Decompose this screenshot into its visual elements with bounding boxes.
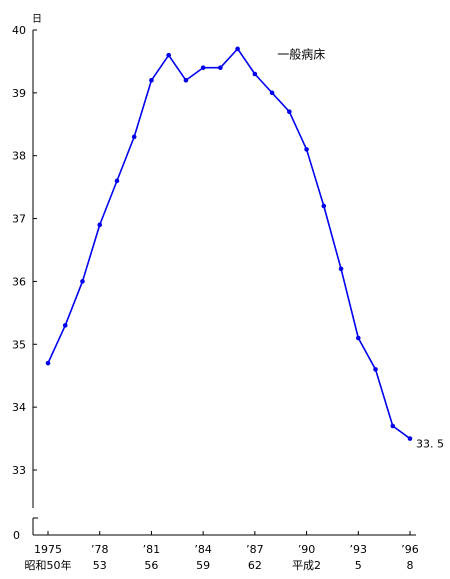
x-tick-label: 1975	[34, 543, 62, 556]
y-tick-label: 39	[12, 87, 26, 100]
y-tick-label: 36	[12, 275, 26, 288]
series-label: 一般病床	[277, 46, 325, 61]
x-tick-label: ’96	[401, 543, 419, 556]
x-tick-label: ’93	[350, 543, 368, 556]
y-tick-label: 33	[12, 464, 26, 477]
data-point	[407, 436, 413, 441]
x-tick-sublabel: 昭和50年	[25, 558, 72, 572]
data-point	[218, 65, 223, 71]
y-tick-label: 37	[12, 213, 26, 226]
data-point	[355, 335, 361, 341]
x-tick-sublabel: 5	[355, 559, 362, 572]
data-point	[97, 222, 103, 228]
data-point	[183, 77, 189, 83]
x-axis-ticks: 1975 昭和50年 ’78 53 ’81 56 ’84 59 ’87 62 ’90 平成2 ’93 5 ’…	[25, 531, 419, 572]
data-point	[269, 90, 275, 96]
y-tick-label: 38	[12, 150, 26, 163]
y-axis-zero-label: 0	[13, 529, 20, 542]
x-tick-sublabel: 59	[196, 559, 210, 572]
y-tick-label: 40	[12, 24, 26, 37]
x-tick-sublabel: 53	[93, 559, 107, 572]
data-point	[131, 134, 137, 140]
data-point	[338, 266, 344, 272]
data-point	[390, 423, 396, 429]
data-point	[45, 360, 51, 366]
data-point	[252, 71, 258, 77]
data-point	[80, 279, 85, 284]
y-tick-label: 35	[12, 338, 26, 351]
data-point	[287, 109, 292, 115]
data-point	[321, 203, 327, 209]
x-tick-label: ’81	[143, 543, 161, 556]
end-value-label: 33. 5	[416, 438, 444, 451]
y-axis-unit: 日	[32, 14, 42, 25]
data-point	[166, 52, 171, 58]
x-tick-sublabel: 56	[144, 559, 158, 572]
chart-axes	[32, 30, 416, 536]
series-layer	[45, 46, 413, 441]
data-point	[62, 323, 68, 328]
data-point	[149, 77, 154, 83]
x-tick-label: ’90	[298, 543, 316, 556]
data-point	[200, 65, 206, 71]
x-tick-label: ’78	[91, 543, 109, 556]
x-tick-sublabel: 平成2	[292, 559, 321, 572]
x-tick-label: ’87	[246, 543, 264, 556]
y-tick-label: 34	[12, 401, 26, 414]
x-tick-sublabel: 8	[407, 559, 414, 572]
y-axis-ticks: 40 39 38 37 36 35 34 33	[12, 24, 37, 477]
series-line	[47, 48, 411, 440]
data-point	[373, 367, 378, 372]
x-tick-label: ’84	[194, 543, 212, 556]
data-point	[304, 147, 309, 152]
x-tick-sublabel: 62	[248, 559, 262, 572]
data-point	[235, 46, 240, 52]
data-point	[114, 178, 120, 184]
